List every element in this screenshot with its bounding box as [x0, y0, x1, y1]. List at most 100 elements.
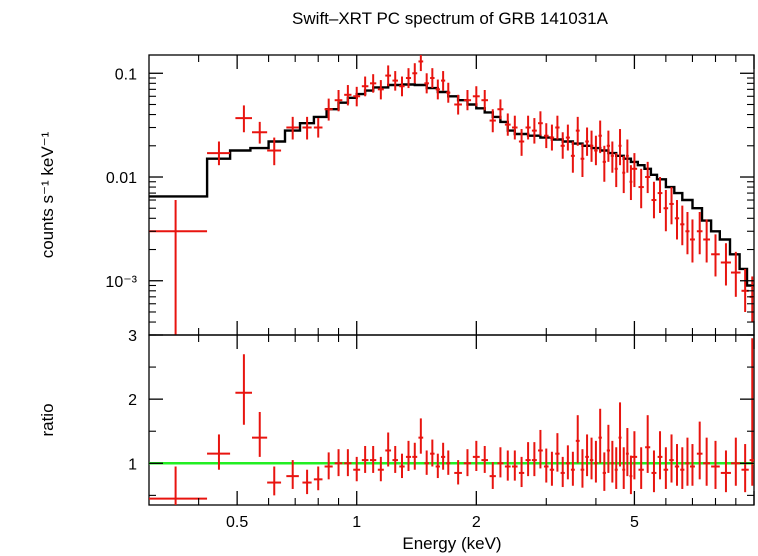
spectrum-data-point [324, 98, 333, 121]
ratio-data-point [685, 437, 690, 486]
spectrum-panel: 0.1 0.01 10⁻³ counts s⁻¹ keV⁻¹ [38, 54, 755, 336]
spectrum-data-point [629, 165, 633, 201]
ratio-y-axis-label: ratio [38, 403, 57, 436]
y-tick-label: 0.01 [106, 170, 137, 187]
ratio-data-point [518, 456, 525, 488]
spectrum-data-point [207, 141, 231, 166]
spectrum-data-point [489, 109, 496, 133]
ratio-data-point [674, 444, 680, 486]
ratio-data-point [589, 437, 594, 480]
ratio-data-point [504, 450, 511, 481]
ratio-data-point [441, 442, 446, 470]
ratio-data-point [703, 437, 711, 486]
spectrum-data-point [606, 130, 610, 162]
spectrum-data-point [638, 168, 644, 209]
x-tick-label: 0.5 [226, 514, 248, 531]
spectrum-data-point [313, 118, 323, 138]
spectrum-data-point [575, 116, 580, 146]
ratio-data-point [580, 449, 585, 488]
spectrum-data-point [344, 85, 352, 106]
spectrum-data-point [392, 71, 398, 91]
spectrum-data-point [446, 82, 451, 103]
spectrum-data-point [525, 115, 531, 140]
spectrum-data-point [549, 124, 555, 151]
spectrum-data-point [680, 205, 685, 246]
spectrum-data-point [454, 94, 462, 115]
spectrum-data-point [598, 120, 602, 154]
spectrum-x-ticks [198, 55, 755, 335]
spectrum-data-point [441, 71, 446, 91]
ratio-data-point [392, 445, 398, 473]
spectrum-data-point [531, 118, 537, 144]
spectrum-data-point [435, 79, 440, 100]
spectrum-data-point [585, 127, 589, 156]
ratio-data-point [543, 448, 549, 483]
spectrum-data-point [689, 219, 695, 263]
ratio-data-point [651, 450, 657, 493]
spectrum-data-point [497, 99, 504, 120]
spectrum-data-point [334, 89, 343, 112]
ratio-data-point [711, 440, 720, 489]
spectrum-data-point [685, 211, 690, 255]
spectrum-data-point [711, 234, 720, 277]
x-tick-label: 1 [352, 514, 361, 531]
spectrum-data-point [720, 243, 731, 286]
spectrum-y-axis-label: counts s⁻¹ keV⁻¹ [38, 131, 57, 258]
ratio-data-point [454, 460, 462, 485]
ratio-panel: 1 2 3 0.5 1 2 5 ratio Energy (keV) [38, 328, 755, 553]
spectrum-data-point [730, 251, 741, 297]
spectrum-data-point [543, 123, 549, 149]
spectrum-data-point [430, 68, 435, 89]
spectrum-data-point [645, 161, 651, 194]
ratio-data-point [207, 434, 231, 470]
spectrum-data-point [504, 113, 511, 136]
x-tick-label: 5 [630, 514, 639, 531]
spectrum-data-point [663, 189, 669, 232]
chart-title: Swift–XRT PC spectrum of GRB 141031A [292, 9, 609, 28]
ratio-data-point [412, 442, 418, 470]
spectrum-data-point [570, 141, 575, 173]
ratio-data-point [377, 456, 384, 482]
ratio-data-point [472, 440, 480, 471]
ratio-data-point [749, 338, 754, 486]
ratio-data-point [549, 451, 555, 486]
ratio-y-tick-label: 2 [128, 392, 137, 409]
ratio-data-point [741, 444, 749, 493]
spectrum-data-point [631, 153, 638, 188]
ratio-data-point [631, 431, 638, 480]
spectrum-data-point [669, 187, 674, 225]
ratio-data-point [353, 456, 361, 482]
spectrum-data-point [302, 116, 312, 140]
spectrum-y-ticks: 0.1 0.01 10⁻³ [105, 66, 754, 336]
spectrum-data-point [370, 74, 377, 93]
ratio-data-point [680, 447, 685, 489]
spectrum-data-point [602, 145, 606, 182]
ratio-data-point [286, 460, 299, 489]
ratio-data-point [638, 447, 644, 489]
ratio-data-point [361, 445, 369, 473]
ratio-data-point [334, 449, 343, 477]
ratio-data-group [149, 338, 754, 505]
y-tick-label: 0.1 [115, 66, 137, 83]
spectrum-data-point [353, 86, 361, 107]
ratio-data-point [344, 449, 352, 477]
ratio-data-point [267, 466, 282, 496]
ratio-data-point [302, 469, 312, 495]
spectrum-data-point [405, 68, 412, 89]
spectrum-data-point [399, 76, 405, 97]
ratio-data-point [570, 451, 575, 486]
x-axis-label: Energy (keV) [402, 534, 501, 553]
spectrum-data-point [518, 129, 525, 156]
ratio-data-point [602, 452, 606, 491]
ratio-y-tick-label: 1 [128, 456, 137, 473]
ratio-data-point [629, 455, 633, 495]
spectrum-data-point [538, 111, 543, 136]
ratio-data-point [614, 447, 618, 489]
ratio-data-point [446, 450, 451, 475]
ratio-data-point [625, 428, 629, 477]
spectrum-data-point [580, 143, 585, 178]
spectrum-data-point [252, 121, 268, 144]
spectrum-data-point [560, 132, 565, 159]
ratio-data-point [430, 439, 435, 467]
